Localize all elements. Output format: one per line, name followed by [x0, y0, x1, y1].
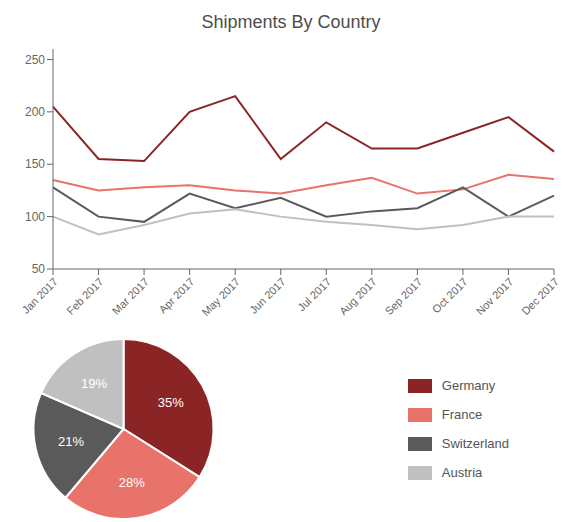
- html-text:Switzerland: Switzerland: [441, 436, 509, 451]
- svg-text:150: 150: [25, 157, 45, 171]
- html-text:Germany: Germany: [441, 378, 496, 393]
- html-text:Shipments By Country: Shipments By Country: [201, 12, 381, 32]
- svg-text:Sep 2017: Sep 2017: [383, 275, 425, 317]
- svg-text:50: 50: [32, 262, 46, 276]
- svg-text:Aug 2017: Aug 2017: [337, 275, 379, 317]
- svg-text:250: 250: [25, 53, 45, 67]
- html-text:France: France: [441, 407, 483, 422]
- svg-text:Jun 2017: Jun 2017: [247, 275, 287, 315]
- svg-text:Mar 2017: Mar 2017: [110, 275, 151, 316]
- svg-text:21%: 21%: [58, 434, 84, 449]
- svg-text:100: 100: [25, 210, 45, 224]
- svg-text:Feb 2017: Feb 2017: [64, 275, 105, 316]
- svg-text:19%: 19%: [81, 376, 107, 391]
- svg-text:Jul 2017: Jul 2017: [295, 275, 333, 313]
- svg-text:200: 200: [25, 105, 45, 119]
- svg-text:May 2017: May 2017: [199, 275, 242, 318]
- svg-text:Nov 2017: Nov 2017: [474, 275, 516, 317]
- svg-text:Oct 2017: Oct 2017: [430, 275, 470, 315]
- svg-text:28%: 28%: [119, 475, 145, 490]
- html-text:Austria: Austria: [441, 465, 483, 480]
- svg-text:Jan 2017: Jan 2017: [19, 275, 59, 315]
- svg-text:35%: 35%: [158, 395, 184, 410]
- svg-text:Dec 2017: Dec 2017: [519, 275, 561, 317]
- svg-text:Apr 2017: Apr 2017: [157, 275, 197, 315]
